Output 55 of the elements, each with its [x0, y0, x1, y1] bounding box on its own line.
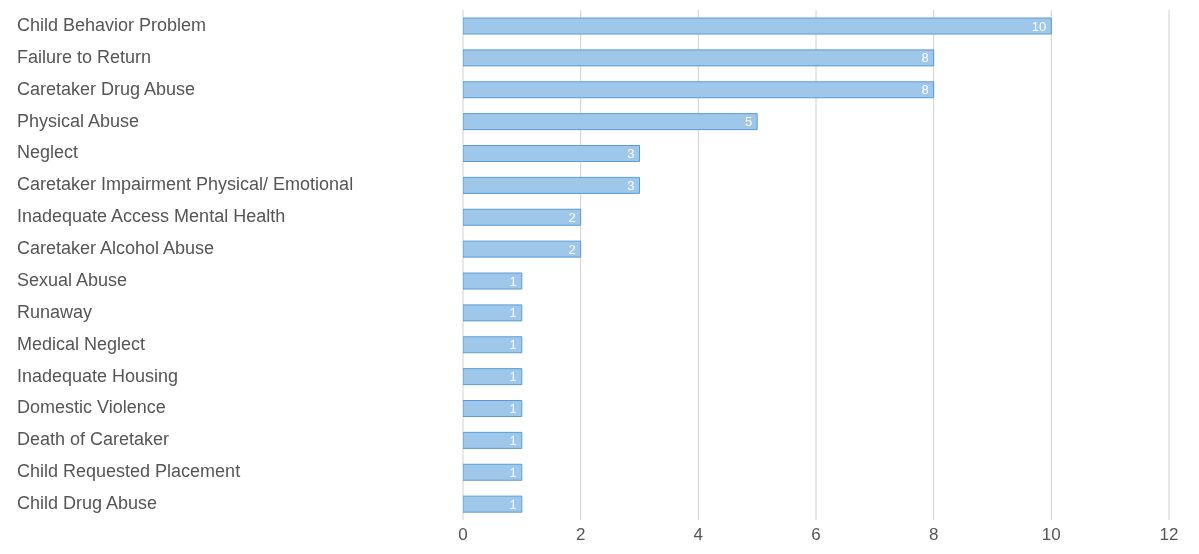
data-label: 8	[921, 82, 929, 98]
data-label: 5	[744, 114, 753, 130]
y-tick-label: Child Behavior Problem	[17, 14, 207, 35]
y-tick-label: Child Requested Placement	[17, 461, 241, 482]
x-tick-label: 0	[458, 525, 468, 545]
y-tick-label: Caretaker Drug Abuse	[17, 78, 196, 99]
x-tick-label: 8	[928, 525, 939, 545]
data-label: 1	[509, 273, 517, 289]
bar	[463, 304, 523, 322]
bar	[463, 463, 523, 481]
x-tick-label: 4	[693, 525, 704, 545]
bar	[463, 368, 523, 386]
data-label: 2	[568, 209, 576, 225]
data-label: 1	[509, 337, 517, 353]
y-tick-label: Inadequate Housing	[17, 365, 179, 386]
bar	[463, 400, 523, 417]
bar	[463, 49, 935, 67]
data-label: 3	[627, 177, 635, 193]
bar	[463, 495, 523, 513]
bar	[463, 272, 523, 290]
y-tick-label: Caretaker Impairment Physical/ Emotional	[17, 174, 354, 195]
bar	[463, 145, 640, 162]
y-tick-label: Neglect	[17, 142, 79, 163]
y-tick-label: Domestic Violence	[17, 397, 166, 418]
x-tick-label: 6	[811, 525, 821, 545]
y-tick-label: Sexual Abuse	[17, 269, 128, 290]
y-tick-label: Child Drug Abuse	[17, 493, 158, 514]
data-label: 1	[509, 496, 517, 512]
bar	[463, 81, 935, 99]
y-tick-label: Physical Abuse	[17, 110, 140, 131]
x-tick-label: 2	[575, 525, 586, 545]
data-label: 1	[509, 464, 517, 480]
y-tick-label: Caretaker Alcohol Abuse	[17, 238, 215, 259]
data-label: 1	[509, 369, 517, 385]
data-label: 1	[509, 401, 517, 417]
bar	[463, 431, 523, 449]
x-tick-label: 12	[1159, 525, 1179, 545]
bar	[463, 336, 523, 354]
y-tick-label: Runaway	[17, 301, 93, 322]
y-tick-label: Failure to Return	[17, 46, 152, 67]
data-label: 8	[921, 50, 929, 66]
data-label: 1	[509, 432, 517, 448]
bar	[463, 17, 1052, 35]
x-tick-label: 10	[1041, 525, 1061, 545]
y-tick-label: Medical Neglect	[17, 333, 146, 354]
y-tick-label: Death of Caretaker	[17, 429, 170, 450]
data-label: 10	[1031, 18, 1047, 34]
bar	[463, 176, 640, 194]
bar	[463, 240, 582, 258]
data-label: 2	[568, 241, 576, 257]
data-label: 1	[509, 305, 517, 321]
y-tick-label: Inadequate Access Mental Health	[17, 206, 286, 227]
data-label: 3	[627, 146, 635, 162]
bar	[463, 113, 758, 131]
bar	[463, 208, 582, 226]
